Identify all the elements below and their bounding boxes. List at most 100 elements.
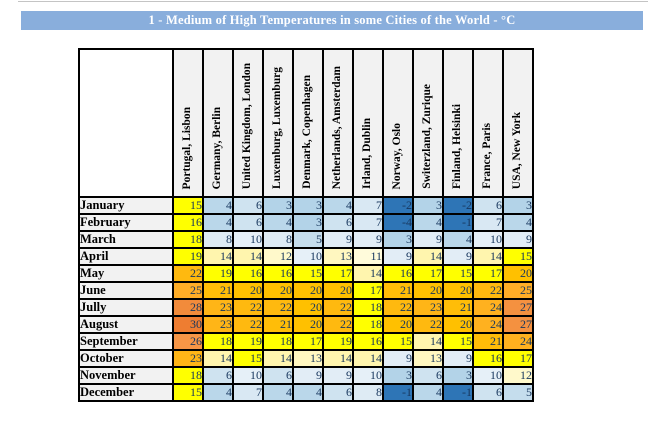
temperature-cell: 16	[262, 264, 294, 283]
city-column-header: Netherlands, Amsterdam	[322, 48, 354, 198]
temperature-cell: 21	[472, 332, 504, 351]
temperature-cell: 22	[412, 315, 444, 334]
temperature-table-head: Portugal, Lisbon Germany, Berlin United Ki…	[78, 48, 534, 198]
temperature-cell: -1	[442, 213, 474, 232]
month-row-header: October	[78, 349, 174, 368]
temperature-cell: 21	[442, 298, 474, 317]
temperature-cell: 20	[232, 281, 264, 300]
temperature-cell: 15	[382, 332, 414, 351]
month-row-header: February	[78, 213, 174, 232]
temperature-cell: 10	[292, 247, 324, 266]
temperature-cell: 8	[202, 230, 234, 249]
temperature-cell: 21	[262, 315, 294, 334]
city-column-label: Norway, Oslo	[391, 122, 404, 189]
temperature-cell: 27	[502, 315, 534, 334]
temperature-cell: 15	[172, 383, 204, 402]
temperature-cell: 20	[262, 281, 294, 300]
temperature-cell: 9	[382, 349, 414, 368]
city-column-header: United Kingdom, London	[232, 48, 264, 198]
city-column-label: Portugal, Lisbon	[181, 106, 194, 189]
temperature-cell: 4	[412, 213, 444, 232]
table-row: September 26 18 19 18 17 19 16 15 14 15 21 24	[78, 332, 534, 351]
temperature-cell: 16	[172, 213, 204, 232]
temperature-cell: 6	[472, 383, 504, 402]
temperature-cell: 23	[172, 349, 204, 368]
temperature-cell: 9	[322, 230, 354, 249]
temperature-cell: 14	[412, 247, 444, 266]
table-row: December 15 4 7 4 4 6 8 -1 4 -1 6 5	[78, 383, 534, 402]
temperature-cell: 12	[502, 366, 534, 385]
temperature-cell: 16	[472, 349, 504, 368]
temperature-cell: 15	[442, 332, 474, 351]
temperature-cell: -1	[382, 383, 414, 402]
temperature-cell: 17	[472, 264, 504, 283]
temperature-cell: 14	[352, 349, 384, 368]
temperature-cell: 10	[232, 366, 264, 385]
temperature-cell: 22	[322, 298, 354, 317]
temperature-cell: 15	[232, 349, 264, 368]
temperature-cell: 20	[502, 264, 534, 283]
temperature-cell: 19	[322, 332, 354, 351]
temperature-cell: 22	[262, 298, 294, 317]
temperature-cell: 20	[292, 298, 324, 317]
temperature-cell: 14	[202, 349, 234, 368]
month-row-header: December	[78, 383, 174, 402]
temperature-cell: 20	[292, 315, 324, 334]
temperature-cell: 9	[442, 349, 474, 368]
temperature-cell: 19	[232, 332, 264, 351]
temperature-cell: 14	[262, 349, 294, 368]
city-column-header: Norway, Oslo	[382, 48, 414, 198]
temperature-cell: 14	[232, 247, 264, 266]
temperature-cell: 19	[202, 264, 234, 283]
table-corner-blank	[78, 48, 174, 198]
temperature-cell: 17	[292, 332, 324, 351]
temperature-cell: 3	[292, 196, 324, 215]
temperature-cell: 11	[352, 247, 384, 266]
table-row: January 15 4 6 3 3 4 7 -2 3 -2 6 3	[78, 196, 534, 215]
temperature-cell: 22	[232, 315, 264, 334]
temperature-cell: 6	[472, 196, 504, 215]
temperature-cell: 4	[202, 213, 234, 232]
month-row-header: September	[78, 332, 174, 351]
temperature-cell: 18	[262, 332, 294, 351]
city-column-header: Denmark, Copenhagen	[292, 48, 324, 198]
temperature-cell: 6	[232, 196, 264, 215]
temperature-cell: 9	[502, 230, 534, 249]
temperature-cell: 12	[262, 247, 294, 266]
temperature-cell: 3	[262, 196, 294, 215]
temperature-cell: 6	[262, 366, 294, 385]
temperature-cell: 28	[172, 298, 204, 317]
temperature-cell: 15	[292, 264, 324, 283]
temperature-cell: 7	[232, 383, 264, 402]
temperature-cell: 4	[292, 383, 324, 402]
temperature-cell: 4	[202, 383, 234, 402]
temperature-cell: 9	[442, 247, 474, 266]
city-column-header: Germany, Berlin	[202, 48, 234, 198]
city-column-label: Germany, Berlin	[211, 106, 224, 189]
temperature-cell: 10	[232, 230, 264, 249]
temperature-cell: 4	[442, 230, 474, 249]
temperature-cell: 17	[502, 349, 534, 368]
temperature-cell: 30	[172, 315, 204, 334]
temperature-cell: 14	[412, 332, 444, 351]
month-row-header: May	[78, 264, 174, 283]
temperature-cell: 9	[322, 366, 354, 385]
city-column-header: USA, New York	[502, 48, 534, 198]
temperature-cell: 9	[412, 230, 444, 249]
temperature-cell: 10	[352, 366, 384, 385]
temperature-cell: 4	[502, 213, 534, 232]
temperature-cell: 25	[172, 281, 204, 300]
temperature-cell: 4	[202, 196, 234, 215]
temperature-cell: 16	[352, 332, 384, 351]
temperature-cell: 22	[382, 298, 414, 317]
city-column-label: United Kingdom, London	[241, 62, 254, 189]
city-column-label: Irland, Dublin	[361, 118, 374, 189]
temperature-cell: 20	[322, 281, 354, 300]
month-row-header: November	[78, 366, 174, 385]
temperature-cell: 4	[262, 383, 294, 402]
temperature-cell: 23	[202, 315, 234, 334]
temperature-cell: 18	[352, 298, 384, 317]
table-row: Jully 28 23 22 22 20 22 18 22 23 21 24 27	[78, 298, 534, 317]
temperature-cell: 24	[472, 315, 504, 334]
